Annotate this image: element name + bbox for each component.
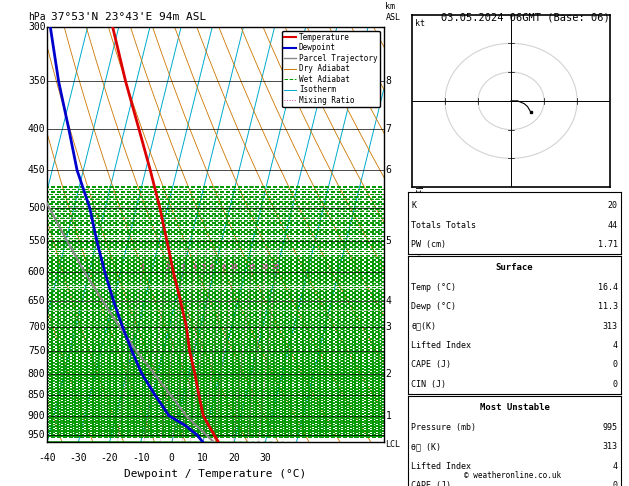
- Text: 8: 8: [221, 264, 226, 270]
- Text: 313: 313: [603, 322, 618, 330]
- Text: Temp (°C): Temp (°C): [411, 283, 457, 292]
- Text: 11.3: 11.3: [598, 302, 618, 311]
- Text: K: K: [411, 201, 416, 210]
- Text: 03.05.2024 06GMT (Base: 06): 03.05.2024 06GMT (Base: 06): [441, 12, 610, 22]
- Text: 20: 20: [261, 264, 269, 270]
- Text: 0: 0: [613, 361, 618, 369]
- Text: 1.71: 1.71: [598, 240, 618, 249]
- Text: 20: 20: [608, 201, 618, 210]
- Text: 450: 450: [28, 165, 45, 175]
- Text: 0: 0: [613, 380, 618, 389]
- Text: Mixing Ratio (g/kg): Mixing Ratio (g/kg): [413, 183, 422, 286]
- Text: Pressure (mb): Pressure (mb): [411, 423, 476, 432]
- Text: kt: kt: [415, 19, 425, 28]
- Text: 300: 300: [28, 22, 45, 32]
- Text: 37°53'N 23°43'E 94m ASL: 37°53'N 23°43'E 94m ASL: [50, 12, 206, 22]
- Text: Lifted Index: Lifted Index: [411, 462, 471, 470]
- Text: 5: 5: [386, 236, 391, 246]
- Text: 800: 800: [28, 369, 45, 379]
- Text: CIN (J): CIN (J): [411, 380, 447, 389]
- Text: Dewp (°C): Dewp (°C): [411, 302, 457, 311]
- Text: 5: 5: [201, 264, 206, 270]
- Text: 0: 0: [613, 481, 618, 486]
- Text: -10: -10: [132, 452, 150, 463]
- Text: 550: 550: [28, 236, 45, 246]
- Text: 44: 44: [608, 221, 618, 229]
- Text: 950: 950: [28, 430, 45, 440]
- Text: 6: 6: [386, 165, 391, 175]
- Text: © weatheronline.co.uk: © weatheronline.co.uk: [464, 471, 561, 480]
- Text: 600: 600: [28, 267, 45, 277]
- Text: 20: 20: [228, 452, 240, 463]
- Text: 4: 4: [613, 462, 618, 470]
- Text: 10: 10: [197, 452, 209, 463]
- Legend: Temperature, Dewpoint, Parcel Trajectory, Dry Adiabat, Wet Adiabat, Isotherm, Mi: Temperature, Dewpoint, Parcel Trajectory…: [282, 31, 380, 107]
- Text: 850: 850: [28, 390, 45, 400]
- Text: 400: 400: [28, 123, 45, 134]
- Text: 0: 0: [169, 452, 175, 463]
- Text: 900: 900: [28, 411, 45, 421]
- Text: 4: 4: [386, 295, 391, 306]
- Text: 6: 6: [209, 264, 213, 270]
- Text: 2: 2: [386, 369, 391, 379]
- Text: 1: 1: [386, 411, 391, 421]
- Text: 10: 10: [229, 264, 238, 270]
- Text: 350: 350: [28, 76, 45, 87]
- Text: 650: 650: [28, 295, 45, 306]
- Text: Surface: Surface: [496, 263, 533, 272]
- Text: Dewpoint / Temperature (°C): Dewpoint / Temperature (°C): [125, 469, 306, 479]
- Text: 4: 4: [192, 264, 196, 270]
- Text: 7: 7: [386, 123, 391, 134]
- Text: 1: 1: [140, 264, 144, 270]
- Text: 8: 8: [386, 76, 391, 87]
- Text: θᴇ (K): θᴇ (K): [411, 442, 442, 451]
- Text: 4: 4: [613, 341, 618, 350]
- Text: 15: 15: [247, 264, 256, 270]
- Text: 2: 2: [165, 264, 169, 270]
- Text: θᴇ(K): θᴇ(K): [411, 322, 437, 330]
- Text: CAPE (J): CAPE (J): [411, 481, 452, 486]
- Text: -20: -20: [101, 452, 118, 463]
- Text: hPa: hPa: [28, 12, 45, 22]
- Text: Totals Totals: Totals Totals: [411, 221, 476, 229]
- Text: 750: 750: [28, 346, 45, 356]
- Text: 3: 3: [181, 264, 185, 270]
- Text: km
ASL: km ASL: [386, 2, 401, 22]
- Text: 995: 995: [603, 423, 618, 432]
- Text: 313: 313: [603, 442, 618, 451]
- Text: Most Unstable: Most Unstable: [479, 403, 550, 412]
- Text: LCL: LCL: [386, 440, 401, 449]
- Text: 700: 700: [28, 322, 45, 332]
- Text: PW (cm): PW (cm): [411, 240, 447, 249]
- Text: Lifted Index: Lifted Index: [411, 341, 471, 350]
- Text: -40: -40: [38, 452, 56, 463]
- Text: 3: 3: [386, 322, 391, 332]
- Text: 16.4: 16.4: [598, 283, 618, 292]
- Text: 25: 25: [272, 264, 280, 270]
- Text: 30: 30: [259, 452, 271, 463]
- Text: CAPE (J): CAPE (J): [411, 361, 452, 369]
- Text: 500: 500: [28, 203, 45, 212]
- Text: -30: -30: [70, 452, 87, 463]
